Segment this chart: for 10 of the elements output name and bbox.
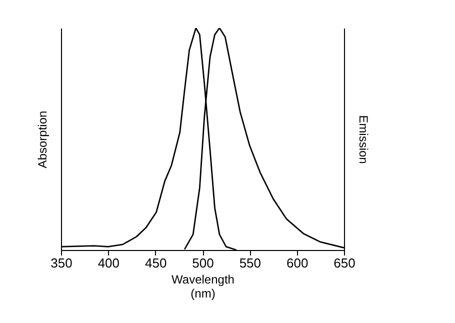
- x-tick-label: 500: [192, 256, 214, 270]
- x-tick-label: 400: [98, 256, 120, 270]
- y2-axis-title: Emission: [356, 115, 370, 164]
- x-tick-label: 650: [334, 256, 356, 270]
- x-tick-label: 450: [144, 256, 167, 270]
- x-axis-title: Wavelength (nm): [172, 272, 234, 300]
- y-axis-title: Absorption: [36, 110, 50, 168]
- x-tick-label: 600: [286, 256, 308, 270]
- x-tick-label: 550: [239, 256, 262, 270]
- x-tick-label: 350: [50, 256, 72, 270]
